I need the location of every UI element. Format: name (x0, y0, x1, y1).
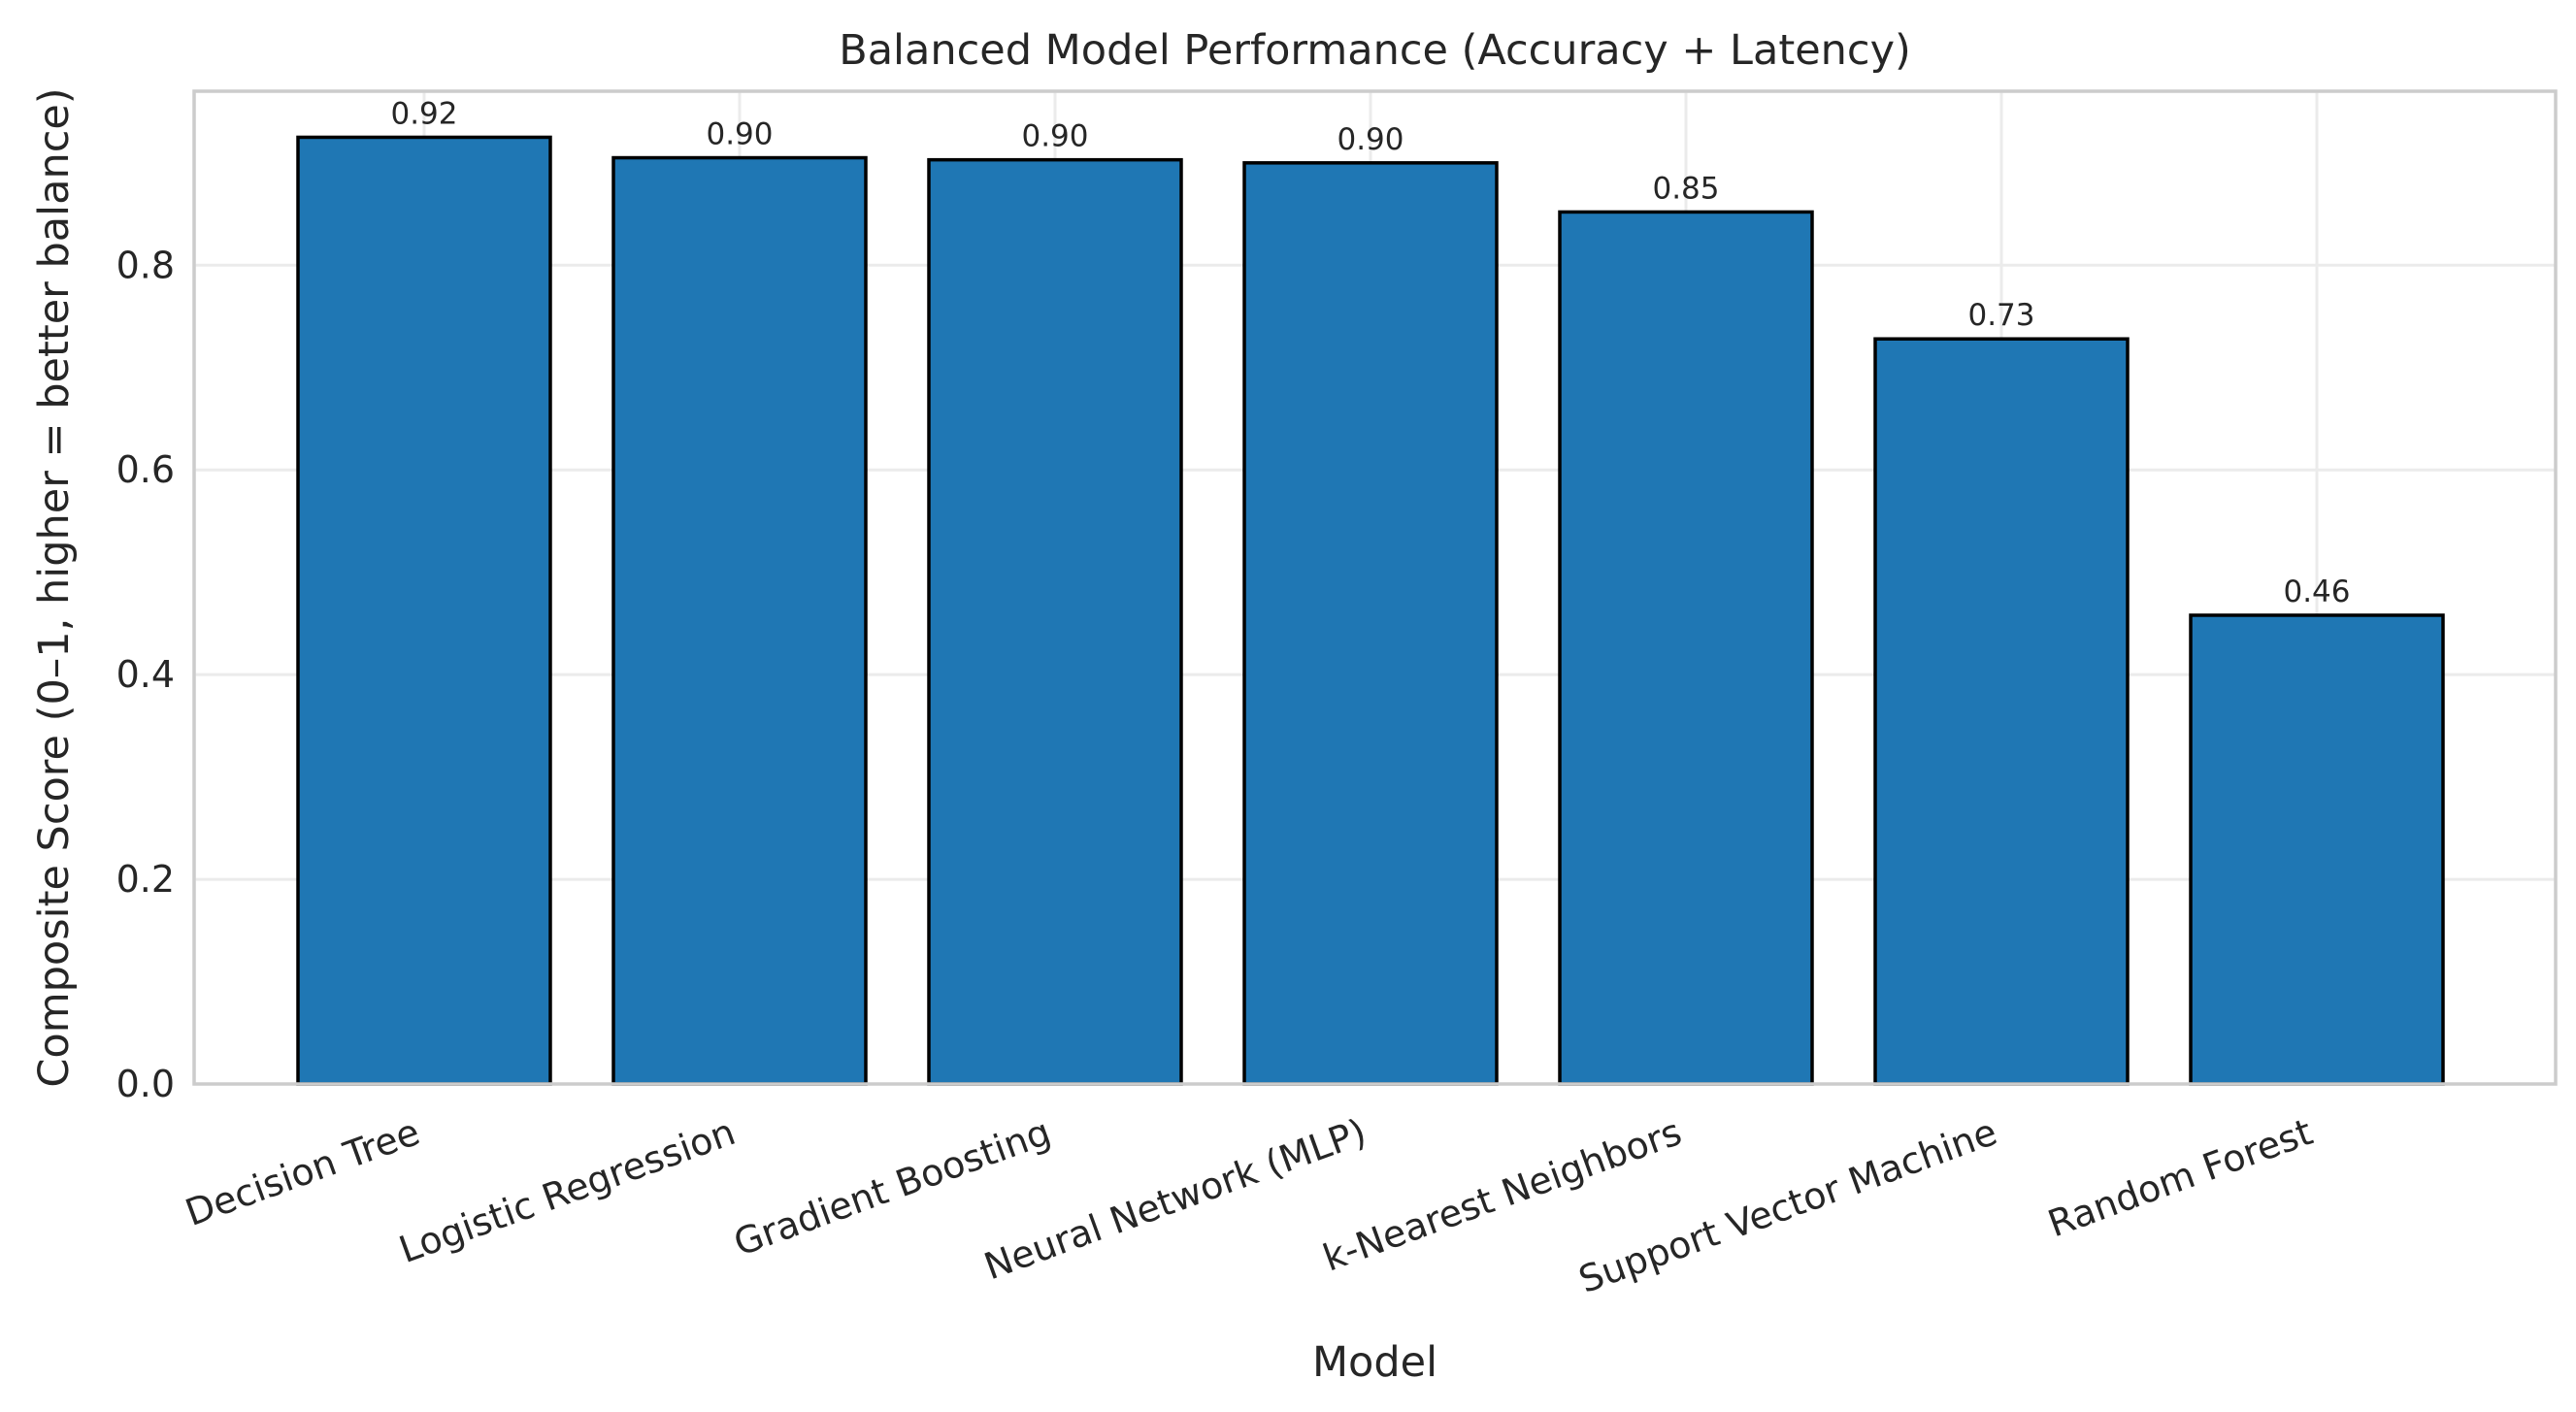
bar (927, 157, 1183, 1086)
bar-value-label: 0.92 (390, 96, 457, 131)
bar-value-label: 0.85 (1652, 171, 1719, 206)
y-tick-label: 0.2 (116, 858, 175, 901)
bar-value-label: 0.46 (2283, 575, 2350, 609)
bar-value-label: 0.90 (1021, 119, 1088, 154)
x-axis-label: Model (1312, 1338, 1437, 1387)
chart-title: Balanced Model Performance (Accuracy + L… (839, 26, 1911, 75)
labels-layer: 0.92 0.90 0.90 0.90 0.85 0.73 0.46 (390, 96, 2350, 609)
bar (611, 155, 868, 1086)
bars-layer (296, 135, 2445, 1086)
bar (2189, 613, 2445, 1086)
y-axis-label: Composite Score (0–1, higher = better ba… (30, 87, 79, 1087)
bar (296, 135, 552, 1086)
y-tick-label: 0.4 (116, 653, 175, 696)
bar-value-label: 0.90 (706, 117, 773, 152)
y-tick-label: 0.0 (116, 1063, 175, 1105)
bar (1873, 337, 2130, 1086)
y-tick-label: 0.6 (116, 448, 175, 491)
bar-value-label: 0.90 (1337, 122, 1404, 157)
x-tick-label: Decision Tree (180, 1110, 425, 1234)
bar (1558, 210, 1814, 1086)
bar-value-label: 0.73 (1967, 298, 2034, 333)
y-tick-label: 0.8 (116, 244, 175, 286)
plot-frame (192, 89, 2558, 1086)
y-ticks: 0.0 0.2 0.4 0.6 0.8 (116, 244, 175, 1105)
x-tick-label: Random Forest (2042, 1110, 2318, 1245)
x-tick-label: Logistic Regression (393, 1110, 741, 1271)
bar (1242, 161, 1499, 1086)
